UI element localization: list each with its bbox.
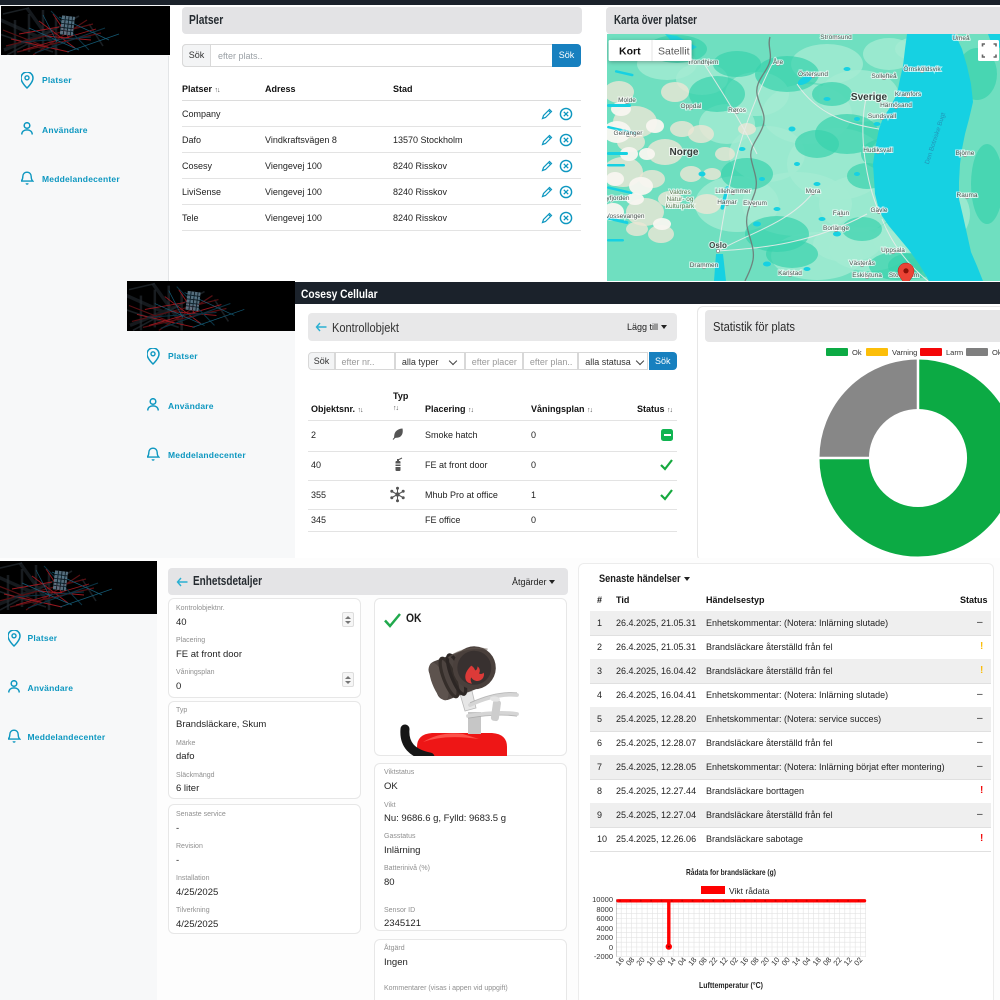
svg-text:Sollefteå: Sollefteå — [871, 72, 897, 80]
svg-text:Lillehammer: Lillehammer — [715, 188, 751, 195]
svg-text:Karlstad: Karlstad — [778, 270, 802, 277]
svg-text:Norge: Norge — [670, 147, 699, 158]
svg-text:Natur- og: Natur- og — [666, 196, 693, 203]
svg-text:16: 16 — [616, 955, 626, 967]
svg-text:Hudiksvall: Hudiksvall — [863, 147, 893, 154]
svg-text:Umeå: Umeå — [952, 34, 970, 42]
svg-text:ærøyfjorden: ærøyfjorden — [607, 195, 630, 202]
svg-text:Elverum: Elverum — [743, 200, 767, 207]
svg-text:Härnösand: Härnösand — [880, 102, 912, 109]
svg-text:Falun: Falun — [833, 210, 850, 217]
svg-text:Örnsköldsvik: Örnsköldsvik — [903, 65, 941, 73]
svg-text:Molde: Molde — [618, 97, 636, 104]
svg-text:Gävle: Gävle — [871, 207, 888, 214]
svg-text:Oppdal: Oppdal — [681, 103, 703, 110]
svg-text:Rauma: Rauma — [957, 192, 978, 199]
svg-text:Satellit: Satellit — [658, 46, 690, 58]
svg-text:Kort: Kort — [619, 46, 641, 58]
svg-text:Geiranger: Geiranger — [614, 130, 644, 137]
svg-text:Sverige: Sverige — [851, 92, 888, 103]
svg-text:Røros: Røros — [728, 107, 746, 114]
svg-text:Sundsvall: Sundsvall — [868, 113, 897, 120]
svg-text:Hamar: Hamar — [717, 199, 737, 206]
svg-text:Strömsund: Strömsund — [820, 34, 852, 41]
svg-text:Mora: Mora — [806, 188, 821, 195]
svg-text:Borlänge: Borlänge — [823, 225, 849, 232]
svg-text:Valdres: Valdres — [669, 189, 691, 196]
svg-text:Östersund: Östersund — [798, 70, 828, 78]
svg-text:Oslo: Oslo — [709, 241, 727, 250]
svg-text:Åre: Åre — [773, 57, 784, 66]
svg-text:02: 02 — [852, 955, 864, 967]
svg-text:Uppsala: Uppsala — [881, 247, 905, 254]
svg-text:Björne: Björne — [956, 150, 975, 157]
svg-text:Drammen: Drammen — [690, 262, 719, 269]
svg-text:kulturpark: kulturpark — [666, 203, 695, 210]
svg-text:Västerås: Västerås — [849, 259, 875, 267]
svg-text:Eskilstuna: Eskilstuna — [852, 272, 882, 279]
svg-text:Vossevangen: Vossevangen — [607, 213, 645, 220]
svg-text:Kramfors: Kramfors — [895, 91, 922, 98]
svg-text:Trondhjem: Trondhjem — [688, 59, 719, 66]
